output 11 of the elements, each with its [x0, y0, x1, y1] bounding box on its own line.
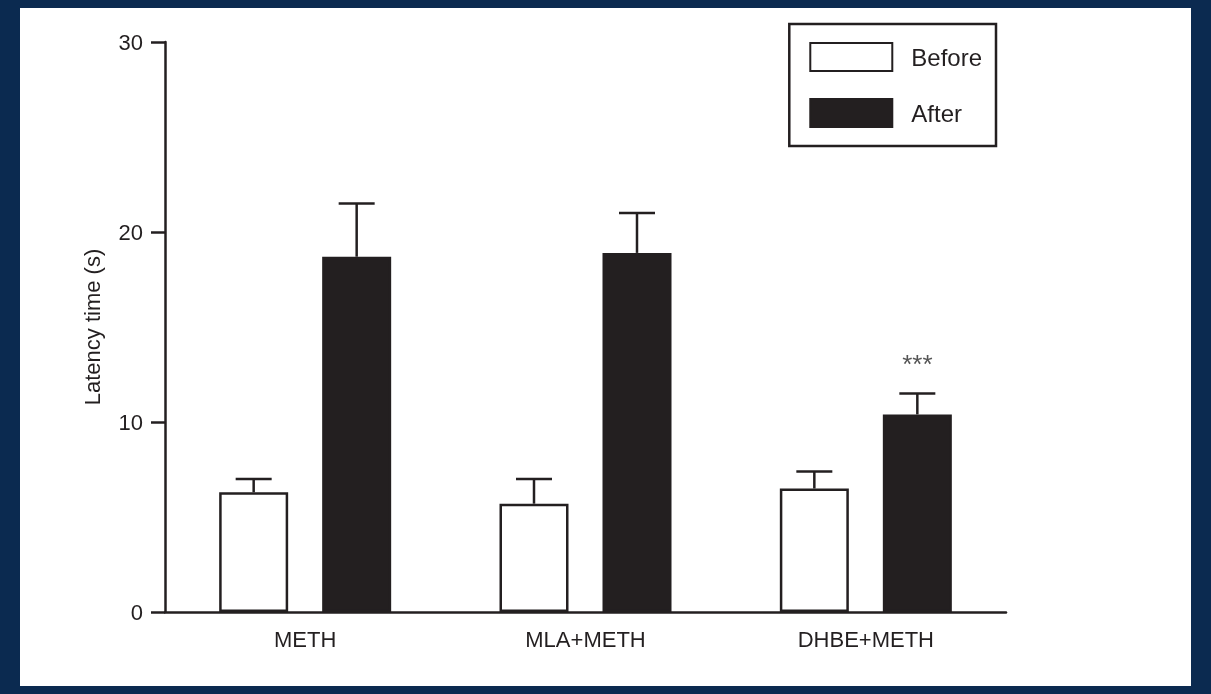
legend-label: After — [911, 99, 962, 127]
legend-label: Before — [911, 43, 983, 71]
y-tick-label: 0 — [130, 599, 143, 625]
y-tick-label: 20 — [118, 219, 143, 245]
x-tick-label: DHBE+METH — [797, 626, 934, 652]
y-tick-label: 30 — [118, 29, 143, 55]
x-tick-label: MLA+METH — [525, 626, 646, 652]
y-tick-label: 10 — [118, 409, 143, 435]
y-axis-title: Latency time (s) — [79, 248, 105, 406]
annotation: *** — [902, 348, 933, 379]
x-tick-label: METH — [274, 626, 337, 652]
